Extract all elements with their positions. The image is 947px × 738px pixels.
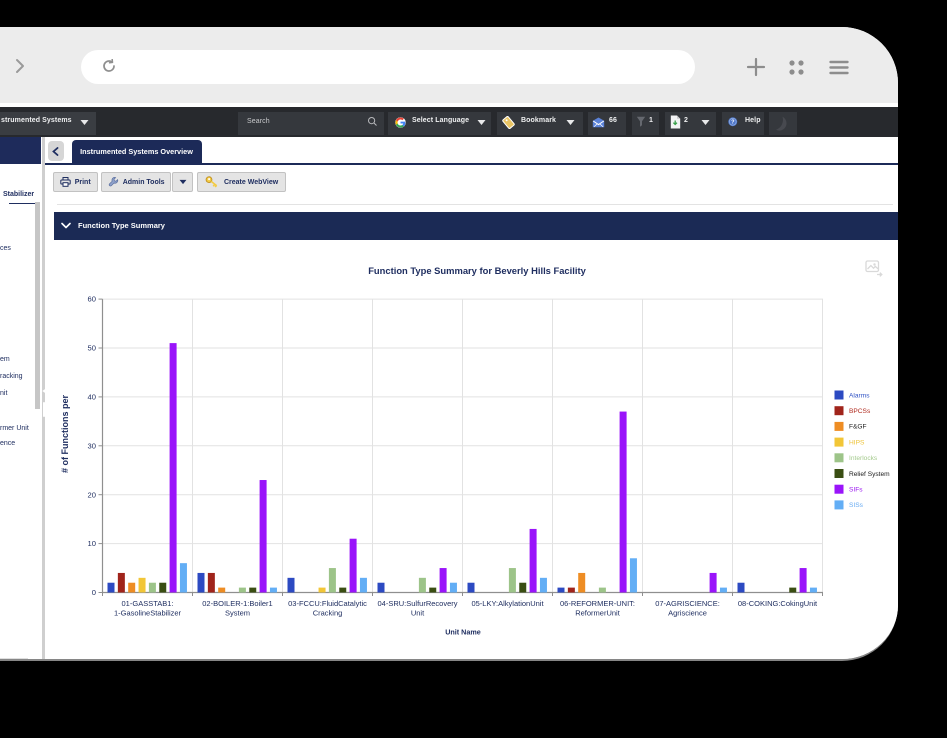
svg-text:50: 50 xyxy=(88,344,96,353)
svg-text:Agriscience: Agriscience xyxy=(668,609,707,618)
svg-text:01-GASSTAB1:: 01-GASSTAB1: xyxy=(122,599,174,608)
svg-text:SISs: SISs xyxy=(849,502,864,509)
svg-text:?: ? xyxy=(731,120,735,126)
svg-text:BPCSs: BPCSs xyxy=(849,408,871,415)
svg-text:Unit: Unit xyxy=(411,609,425,618)
svg-text:ReformerUnit: ReformerUnit xyxy=(575,609,621,618)
svg-text:HIPS: HIPS xyxy=(849,439,865,446)
svg-text:30: 30 xyxy=(88,441,96,450)
svg-text:Cracking: Cracking xyxy=(313,609,343,618)
svg-text:40: 40 xyxy=(88,393,96,402)
svg-text:# of Functions per: # of Functions per xyxy=(60,395,70,474)
svg-text:10: 10 xyxy=(88,539,96,548)
svg-text:SIFs: SIFs xyxy=(849,487,863,494)
svg-text:04-SRU:SulfurRecovery: 04-SRU:SulfurRecovery xyxy=(377,599,457,608)
svg-text:02-BOILER-1:Boiler1: 02-BOILER-1:Boiler1 xyxy=(202,599,272,608)
svg-text:03-FCCU:FluidCatalytic: 03-FCCU:FluidCatalytic xyxy=(288,599,367,608)
svg-text:60: 60 xyxy=(88,295,96,304)
svg-text:Relief System: Relief System xyxy=(849,471,890,478)
svg-text:0: 0 xyxy=(92,588,96,597)
svg-text:08-COKING:CokingUnit: 08-COKING:CokingUnit xyxy=(738,599,818,608)
svg-text:System: System xyxy=(225,609,250,618)
svg-text:Function Type Summary for Beve: Function Type Summary for Beverly Hills … xyxy=(368,265,586,276)
svg-text:Alarms: Alarms xyxy=(849,392,870,399)
svg-text:20: 20 xyxy=(88,490,96,499)
svg-text:05-LKY:AlkylationUnit: 05-LKY:AlkylationUnit xyxy=(471,599,544,608)
svg-text:F&GF: F&GF xyxy=(849,424,867,431)
svg-text:Interlocks: Interlocks xyxy=(849,455,878,462)
svg-text:06-REFORMER-UNIT:: 06-REFORMER-UNIT: xyxy=(560,599,635,608)
svg-text:Unit Name: Unit Name xyxy=(445,628,481,637)
svg-text:07-AGRISCIENCE:: 07-AGRISCIENCE: xyxy=(655,599,720,608)
svg-text:1-GasolineStabilizer: 1-GasolineStabilizer xyxy=(114,609,182,618)
